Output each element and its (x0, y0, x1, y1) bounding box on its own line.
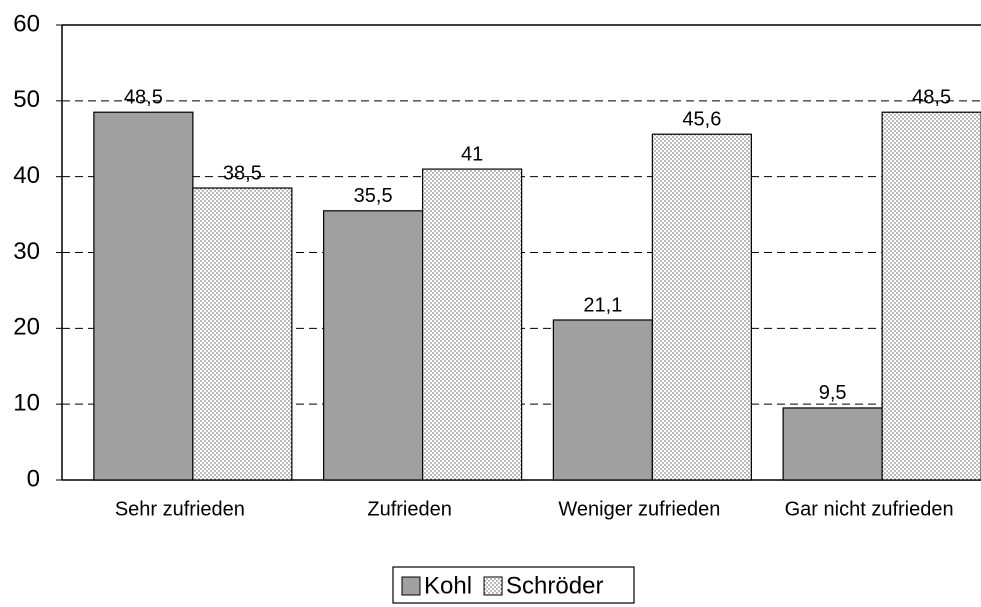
bar (93, 111, 194, 481)
bar (552, 319, 653, 481)
y-tick-label: 60 (13, 10, 40, 37)
y-tick-label: 0 (27, 465, 40, 492)
bar (651, 133, 752, 481)
y-tick-label: 50 (13, 86, 40, 113)
bar (881, 111, 981, 481)
legend-swatch (401, 576, 421, 596)
value-label: 45,6 (682, 108, 721, 130)
value-label: 9,5 (819, 382, 847, 404)
value-label: 35,5 (354, 185, 393, 207)
x-tick-label: Gar nicht zufrieden (785, 498, 954, 520)
bar (323, 210, 424, 481)
value-label: 21,1 (583, 294, 622, 316)
y-tick-label: 10 (13, 390, 40, 417)
bar (192, 187, 293, 481)
legend-label: Schröder (506, 572, 603, 599)
y-tick-label: 30 (13, 238, 40, 265)
legend-box (392, 566, 635, 604)
y-tick-label: 40 (13, 162, 40, 189)
legend-label: Kohl (424, 572, 472, 599)
x-tick-label: Weniger zufrieden (558, 498, 720, 520)
value-label: 38,5 (223, 162, 262, 184)
bar (782, 407, 883, 481)
bar (422, 168, 523, 481)
value-label: 48,5 (124, 86, 163, 108)
legend-swatch (483, 576, 503, 596)
x-tick-label: Zufrieden (367, 498, 452, 520)
value-label: 48,5 (912, 86, 951, 108)
value-label: 41 (461, 143, 483, 165)
y-tick-label: 20 (13, 314, 40, 341)
x-tick-label: Sehr zufrieden (115, 498, 245, 520)
